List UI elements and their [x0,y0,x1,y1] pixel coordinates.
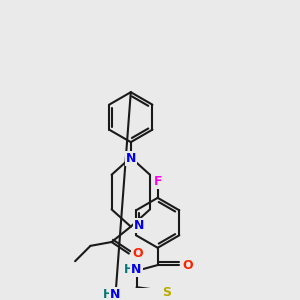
Text: N: N [134,219,145,232]
Text: H: H [103,288,113,300]
Text: O: O [132,247,143,260]
Text: S: S [162,286,171,299]
Text: N: N [110,288,121,300]
Text: N: N [126,152,136,165]
Text: N: N [131,263,142,276]
Text: O: O [182,259,193,272]
Text: H: H [124,263,134,276]
Text: F: F [153,175,162,188]
